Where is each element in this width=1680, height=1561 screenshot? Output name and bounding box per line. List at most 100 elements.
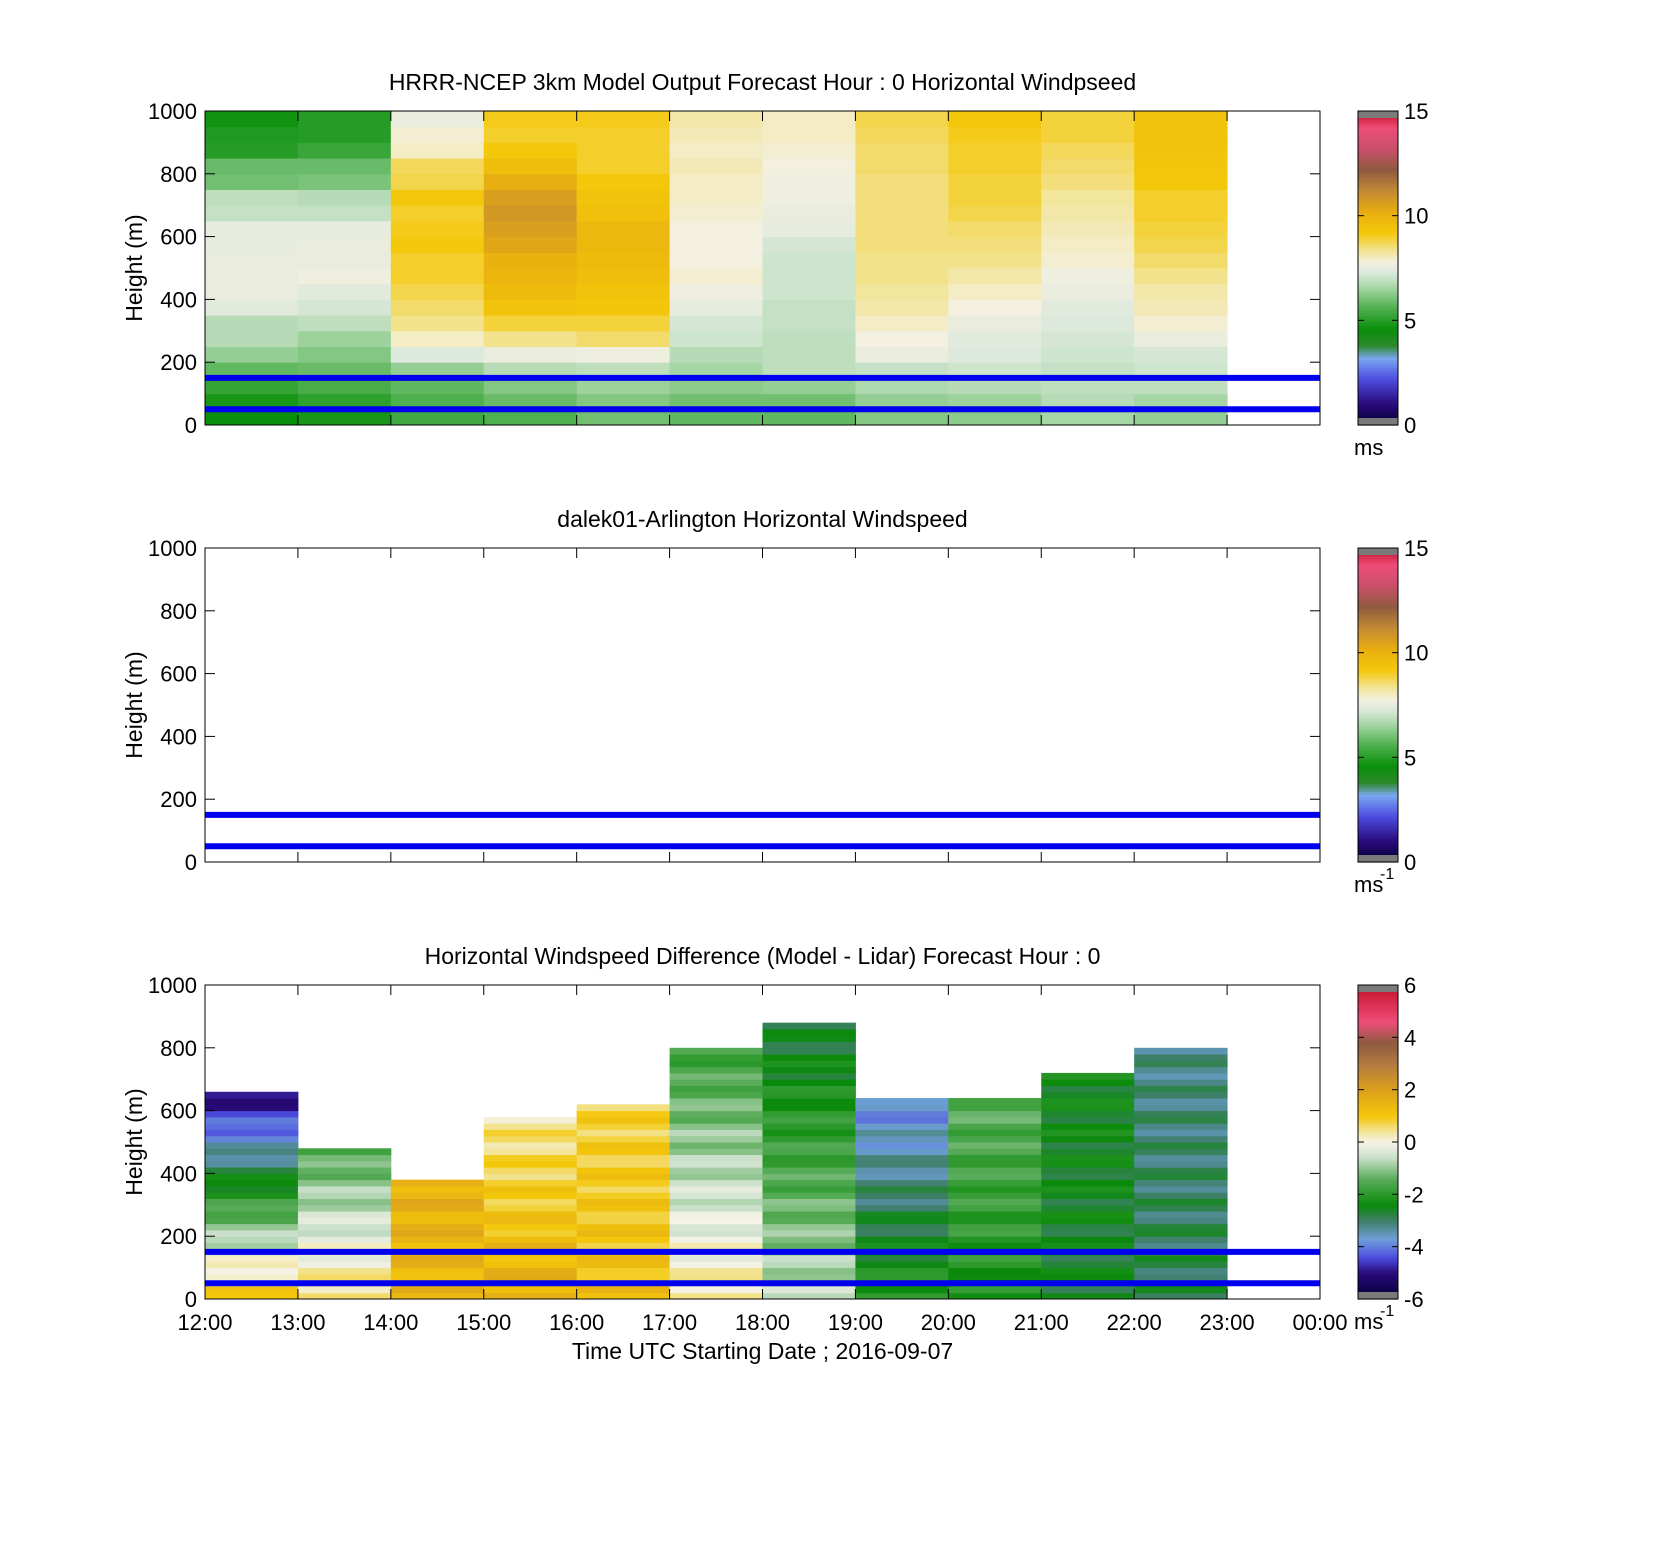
colorbar-swatch [1358, 150, 1398, 154]
colorbar-swatch [1358, 189, 1398, 193]
heatmap-cell [297, 205, 392, 222]
colorbar-swatch [1358, 825, 1398, 829]
colorbar-unit: ms [1354, 435, 1383, 460]
heatmap-cell [948, 1173, 1042, 1181]
heatmap-cell [483, 1261, 578, 1269]
heatmap-cell [855, 362, 949, 379]
colorbar: -6 -4 -2 0 2 4 6 ms-1 [1354, 973, 1424, 1334]
heatmap-cell [948, 236, 1042, 253]
heatmap-cell [483, 126, 578, 143]
colorbar-swatch [1358, 636, 1398, 641]
heatmap-cell [576, 1198, 671, 1206]
heatmap-cell [576, 1142, 671, 1149]
colorbar-swatch [1358, 843, 1398, 847]
heatmap-cell [297, 1148, 392, 1156]
colorbar-swatch [1358, 1275, 1398, 1279]
heatmap-cell [390, 299, 485, 316]
heatmap-cell [483, 1217, 578, 1225]
colorbar-swatch [1358, 139, 1398, 143]
heatmap-cell [297, 1204, 392, 1212]
heatmap-cell [483, 1167, 578, 1174]
colorbar-swatch [1358, 1055, 1398, 1059]
heatmap-cell [762, 1198, 856, 1206]
colorbar-swatch [1358, 181, 1398, 185]
heatmap-cell [483, 1160, 578, 1168]
colorbar-swatch [1358, 317, 1398, 321]
colorbar-swatch [1358, 1003, 1398, 1007]
heatmap-cell [669, 393, 763, 410]
colorbar-swatch [1358, 129, 1398, 133]
heatmap-cell [576, 1154, 671, 1162]
colorbar-swatch [1358, 354, 1398, 358]
heatmap-cell [297, 111, 392, 128]
heatmap-cell [1134, 1267, 1228, 1275]
heatmap-cell [205, 1098, 299, 1105]
heatmap-cell [669, 1261, 763, 1269]
heatmap-cell [1041, 283, 1135, 300]
heatmap-cell [390, 1211, 485, 1218]
colorbar-swatch [1358, 299, 1398, 303]
heatmap-cell [297, 220, 392, 238]
colorbar-unit-exponent: -1 [1380, 1303, 1394, 1320]
heatmap-cell [669, 1110, 763, 1118]
colorbar-swatch [1358, 555, 1398, 560]
colorbar-swatch [1358, 1131, 1398, 1135]
colorbar-swatch [1358, 179, 1398, 183]
colorbar-swatch [1358, 249, 1398, 253]
colorbar-swatch [1358, 275, 1398, 280]
heatmap-cell [855, 126, 949, 143]
heatmap-cell [1134, 158, 1228, 175]
heatmap-cell [205, 173, 299, 190]
colorbar-swatch [1358, 610, 1398, 615]
colorbar-swatch [1358, 370, 1398, 374]
heatmap-cell [1134, 1223, 1228, 1231]
colorbar-swatch [1358, 1060, 1398, 1065]
colorbar-swatch [1358, 644, 1398, 649]
heatmap-cell [948, 1261, 1042, 1269]
heatmap-cell [1041, 1204, 1135, 1212]
heatmap-cell [576, 1160, 671, 1168]
colorbar-swatch [1358, 639, 1398, 643]
heatmap-cell [669, 1292, 763, 1300]
heatmap-cell [669, 1098, 763, 1105]
heatmap-cell [1134, 1098, 1228, 1105]
colorbar-swatch [1358, 236, 1398, 240]
heatmap-cell [205, 268, 299, 285]
colorbar-tick-label: 5 [1404, 745, 1416, 770]
colorbar-swatch [1358, 621, 1398, 625]
heatmap-cell [576, 1204, 671, 1212]
heatmap-cell [205, 346, 299, 363]
heatmap-cell [762, 1104, 856, 1112]
colorbar-swatch [1358, 786, 1398, 790]
colorbar-swatch [1358, 411, 1398, 416]
heatmap-cell [1041, 1110, 1135, 1118]
x-tick-label: 00:00 [1292, 1310, 1347, 1335]
colorbar-swatch [1358, 278, 1398, 282]
colorbar-swatch [1358, 642, 1398, 646]
heatmap-cell [483, 330, 578, 347]
heatmap-cell [576, 1179, 671, 1187]
heatmap-cell [205, 1223, 299, 1231]
heatmap-cell [669, 220, 763, 238]
heatmap-cell [1041, 1085, 1135, 1093]
heatmap-cell [762, 1236, 856, 1243]
colorbar-swatch [1358, 1100, 1398, 1104]
colorbar-swatch [1358, 1144, 1398, 1148]
heatmap-cell [483, 1204, 578, 1212]
heatmap-cell [1134, 1079, 1228, 1086]
heatmap-cell [205, 252, 299, 269]
colorbar-swatch [1358, 1267, 1398, 1271]
colorbar-swatch [1358, 660, 1398, 664]
colorbar-swatch [1358, 796, 1398, 800]
heatmap-cell [483, 409, 578, 426]
heatmap-cell [669, 315, 763, 332]
heatmap-cell [390, 362, 485, 379]
colorbar-swatch [1358, 1162, 1398, 1167]
colorbar-swatch [1358, 194, 1398, 198]
colorbar-swatch [1358, 268, 1398, 272]
heatmap-cell [948, 299, 1042, 316]
colorbar-swatch [1358, 286, 1398, 290]
colorbar-swatch [1358, 715, 1398, 719]
heatmap-cell [948, 1223, 1042, 1231]
colorbar-swatch [1358, 744, 1398, 748]
